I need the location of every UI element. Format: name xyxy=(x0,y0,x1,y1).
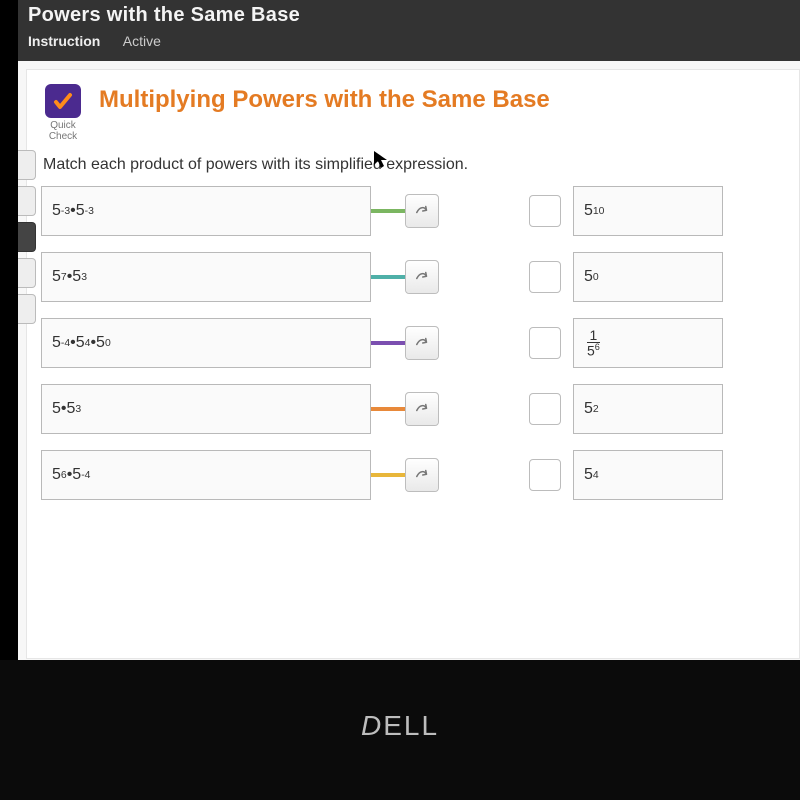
prompt-row: 5•53 xyxy=(41,384,439,434)
prompt-box[interactable]: 5•53 xyxy=(41,384,371,434)
instructions-text: Match each product of powers with its si… xyxy=(43,156,787,174)
matching-area: 5-3•5-3 57•53 5-4•54•50 5•53 56•5-4 510 50 156… xyxy=(41,186,787,500)
drop-slot[interactable] xyxy=(529,195,561,227)
answer-box[interactable]: 510 xyxy=(573,186,723,236)
drop-slot[interactable] xyxy=(529,327,561,359)
dock-button[interactable] xyxy=(18,294,36,324)
match-arrow-button[interactable] xyxy=(405,392,439,426)
drop-slot[interactable] xyxy=(529,261,561,293)
badge-line1: Quick xyxy=(50,120,76,131)
answer-box[interactable]: 52 xyxy=(573,384,723,434)
quick-check-badge: Quick Check xyxy=(41,84,85,142)
tab-row: Instruction Active xyxy=(28,33,790,51)
answer-row: 54 xyxy=(529,450,723,500)
answer-box[interactable]: 156 xyxy=(573,318,723,368)
answer-row: 510 xyxy=(529,186,723,236)
side-dock xyxy=(18,150,36,324)
match-arrow-button[interactable] xyxy=(405,260,439,294)
answers-column: 510 50 156 52 54 xyxy=(529,186,723,500)
check-icon xyxy=(45,84,81,118)
prompt-row: 57•53 xyxy=(41,252,439,302)
dell-logo: DELL xyxy=(361,710,439,742)
connector-line xyxy=(371,209,405,213)
prompt-box[interactable]: 5-3•5-3 xyxy=(41,186,371,236)
prompt-row: 56•5-4 xyxy=(41,450,439,500)
answer-row: 52 xyxy=(529,384,723,434)
connector-line xyxy=(371,407,405,411)
answer-box[interactable]: 54 xyxy=(573,450,723,500)
prompt-row: 5-3•5-3 xyxy=(41,186,439,236)
tab-instruction[interactable]: Instruction xyxy=(28,33,100,49)
content-panel: Quick Check Multiplying Powers with the … xyxy=(26,69,800,659)
prompt-box[interactable]: 56•5-4 xyxy=(41,450,371,500)
answer-row: 156 xyxy=(529,318,723,368)
prompt-box[interactable]: 5-4•54•50 xyxy=(41,318,371,368)
answer-row: 50 xyxy=(529,252,723,302)
dock-button[interactable] xyxy=(18,258,36,288)
tab-active[interactable]: Active xyxy=(123,33,161,49)
badge-line2: Check xyxy=(49,131,77,142)
lesson-title: Multiplying Powers with the Same Base xyxy=(99,86,550,114)
topbar: Powers with the Same Base Instruction Ac… xyxy=(18,0,800,61)
connector-line xyxy=(371,275,405,279)
drop-slot[interactable] xyxy=(529,393,561,425)
laptop-bezel: DELL xyxy=(0,660,800,800)
drop-slot[interactable] xyxy=(529,459,561,491)
prompts-column: 5-3•5-3 57•53 5-4•54•50 5•53 56•5-4 xyxy=(41,186,439,500)
match-arrow-button[interactable] xyxy=(405,458,439,492)
connector-line xyxy=(371,341,405,345)
prompt-box[interactable]: 57•53 xyxy=(41,252,371,302)
match-arrow-button[interactable] xyxy=(405,326,439,360)
match-arrow-button[interactable] xyxy=(405,194,439,228)
connector-line xyxy=(371,473,405,477)
dock-button[interactable] xyxy=(18,222,36,252)
dock-button[interactable] xyxy=(18,186,36,216)
page-title: Powers with the Same Base xyxy=(28,4,790,27)
dock-button[interactable] xyxy=(18,150,36,180)
prompt-row: 5-4•54•50 xyxy=(41,318,439,368)
answer-box[interactable]: 50 xyxy=(573,252,723,302)
